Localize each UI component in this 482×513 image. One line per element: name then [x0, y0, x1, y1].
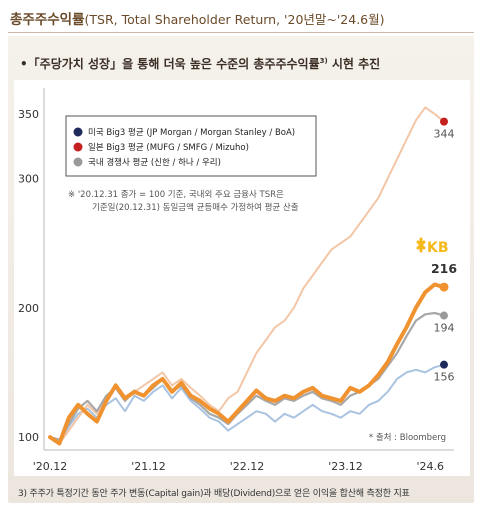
end-label-korea: 194	[434, 322, 455, 335]
legend-label-us: 미국 Big3 평균 (JP Morgan / Morgan Stanley /…	[88, 127, 295, 138]
legend-marker-korea	[73, 157, 83, 167]
x-tick-group: '20.12 '21.12 '22.12 '23.12 '24.6	[33, 460, 444, 473]
plot-background	[14, 80, 470, 476]
kb-star-icon	[416, 237, 426, 253]
legend-label-korea: 국내 경쟁사 평균 (신한 / 하나 / 우리)	[88, 157, 221, 168]
source-note: * 출처 : Bloomberg	[369, 432, 446, 443]
legend-marker-jp	[73, 142, 83, 152]
tsr-line-chart: 100 200 300 350 '20.12 '21.12 '22.12 '23.12 '24…	[14, 80, 470, 476]
x-tick-label: '20.12	[33, 460, 68, 473]
headline-tail: 시현 추진	[327, 57, 381, 71]
end-marker-group: 156 344 194 216	[431, 117, 457, 384]
end-marker-us	[440, 360, 448, 369]
x-tick-label: '24.6	[416, 460, 444, 473]
x-tick-label: '22.12	[230, 460, 265, 473]
title-sub: (TSR, Total Shareholder Return, '20년말~'2…	[84, 12, 385, 27]
title-main: 총주주수익률	[10, 12, 85, 28]
end-label-us: 156	[434, 371, 455, 384]
y-tick-label: 200	[18, 302, 39, 315]
legend: 미국 Big3 평균 (JP Morgan / Morgan Stanley /…	[65, 115, 317, 177]
title-divider	[8, 32, 474, 33]
end-label-kb: 216	[431, 261, 457, 276]
series-group	[48, 106, 446, 446]
series-line-kb	[48, 282, 446, 446]
x-tick-label: '21.12	[131, 460, 166, 473]
legend-box	[65, 115, 317, 177]
end-label-jp: 344	[434, 128, 455, 141]
series-line-us	[49, 363, 445, 444]
y-tick-label: 300	[18, 173, 39, 186]
end-marker-kb	[439, 282, 449, 292]
y-tick-label: 100	[18, 431, 39, 444]
headline: •「주당가치 성장」을 통해 더욱 높은 수준의 총주주수익률3) 시현 추진	[20, 55, 380, 72]
note-line-2: 기준일(20.12.31) 동일금액 균등매수 가정하여 평균 산출	[92, 202, 299, 213]
headline-text: •「주당가치 성장」을 통해 더욱 높은 수준의 총주주수익률	[20, 57, 320, 71]
kb-logo: KB	[416, 237, 449, 256]
chart-title: 총주주수익률(TSR, Total Shareholder Return, '2…	[10, 8, 385, 28]
x-tick-label: '23.12	[328, 460, 363, 473]
end-marker-korea	[440, 311, 448, 320]
footnote: 3) 주주가 특정기간 동안 주가 변동(Capital gain)과 배당(D…	[18, 489, 410, 499]
y-tick-label: 350	[18, 108, 39, 121]
end-marker-jp	[440, 117, 448, 126]
legend-label-jp: 일본 Big3 평균 (MUFG / SMFG / Mizuho)	[88, 142, 249, 153]
y-tick-group: 100 200 300 350	[18, 108, 39, 444]
kb-logo-text: KB	[427, 240, 449, 256]
headline-sup: 3)	[319, 57, 328, 65]
note-line-1: ※ '20.12.31 종가 = 100 기준, 국내외 주요 금융사 TSR은	[68, 189, 284, 200]
legend-marker-us	[73, 127, 83, 137]
